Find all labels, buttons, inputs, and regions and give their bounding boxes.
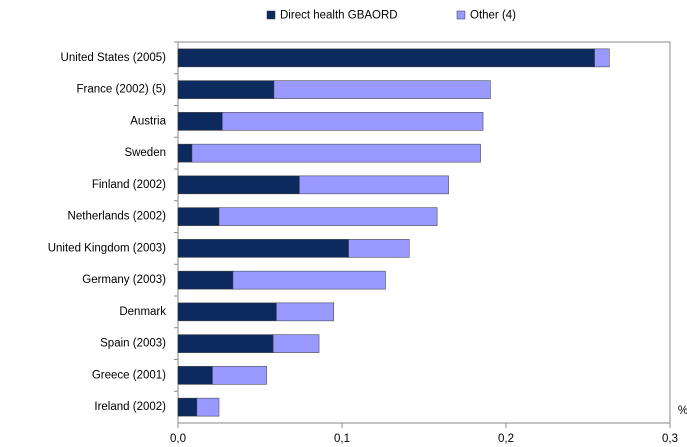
- y-tick-label: Greece (2001): [92, 369, 166, 381]
- bar-segment: [232, 270, 386, 290]
- bar-segment: [348, 239, 410, 258]
- bar-segment: [177, 397, 198, 417]
- legend-swatch: [266, 10, 276, 20]
- y-tick-label: Spain (2003): [100, 338, 166, 350]
- x-tick-label: 0,3: [662, 433, 678, 445]
- bar-segment: [177, 143, 193, 163]
- y-tick-label: Netherlands (2002): [68, 211, 167, 223]
- plot-frame: [177, 41, 671, 424]
- bar-segment: [191, 143, 481, 163]
- bar-segment: [594, 48, 610, 68]
- y-tick-label: Austria: [130, 115, 166, 127]
- bar-segment: [272, 334, 320, 353]
- bar-segment: [218, 207, 438, 226]
- legend-swatch: [456, 10, 466, 20]
- x-axis-label: %: [678, 405, 687, 417]
- bar-segment: [299, 175, 449, 195]
- bar-segment: [276, 302, 335, 322]
- x-tick-label: 0,0: [170, 433, 186, 445]
- y-tick-label: France (2002) (5): [77, 84, 167, 96]
- bar-segment: [177, 80, 275, 99]
- bar-segment: [177, 270, 234, 290]
- bar-segment: [196, 397, 220, 417]
- y-tick-label: United Kingdom (2003): [48, 242, 166, 254]
- bar-segment: [177, 239, 349, 258]
- y-tick-label: Denmark: [119, 306, 166, 318]
- bar-segment: [177, 48, 595, 68]
- legend-label: Direct health GBAORD: [280, 10, 398, 22]
- bar-segment: [273, 80, 491, 99]
- y-tick-label: Ireland (2002): [94, 401, 166, 413]
- bar-segment: [177, 175, 300, 195]
- bar-segment: [177, 366, 213, 385]
- bar-segment: [177, 112, 223, 131]
- bar-segment: [222, 112, 484, 131]
- y-tick-label: Germany (2003): [82, 274, 166, 286]
- y-tick-label: United States (2005): [61, 52, 167, 64]
- x-tick-label: 0,2: [498, 433, 514, 445]
- legend-label: Other (4): [470, 10, 516, 22]
- bar-segment: [177, 207, 220, 226]
- bar-segment: [212, 366, 267, 385]
- bar-segment: [177, 334, 274, 353]
- x-tick-label: 0,1: [334, 433, 350, 445]
- y-tick-label: Finland (2002): [92, 179, 166, 191]
- y-tick-label: Sweden: [124, 147, 166, 159]
- bar-segment: [177, 302, 277, 322]
